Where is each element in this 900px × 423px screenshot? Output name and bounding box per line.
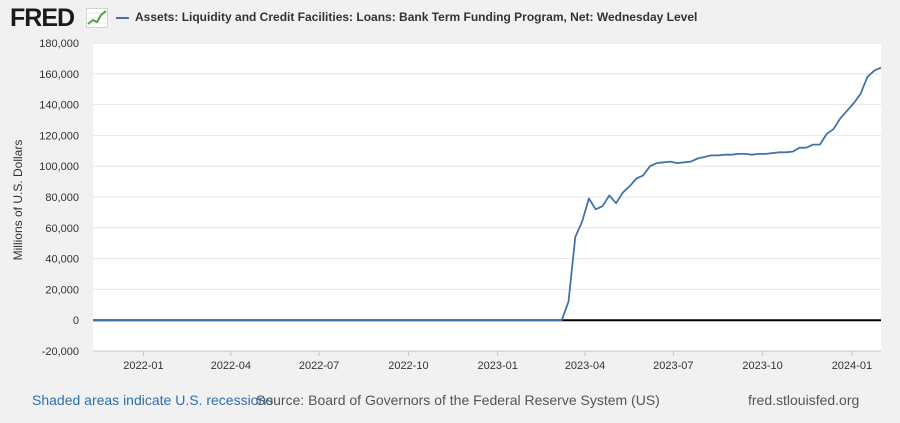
series-line [93,66,882,322]
y-tick-label: 100,000 [39,161,79,173]
x-tick-label: 2024-01 [832,360,872,372]
fred-logo[interactable]: FRED [10,4,75,32]
x-tick-label: 2022-04 [211,360,251,372]
x-tick-label: 2023-04 [565,360,605,372]
y-tick-label: 120,000 [39,130,79,142]
y-tick-label: -20,000 [42,346,79,358]
source-text: Source: Board of Governors of the Federa… [256,392,660,408]
site-url: fred.stlouisfed.org [748,392,860,408]
y-tick-label: 140,000 [39,100,79,112]
y-tick-label: 180,000 [39,38,79,50]
chart-header: FRED Assets: Liquidity and Credit Facili… [0,0,900,40]
recessions-note-link[interactable]: Shaded areas indicate U.S. recessions [32,392,274,408]
y-tick-label: 0 [73,315,79,327]
trend-line-icon [86,8,108,28]
x-tick-label: 2023-07 [653,360,693,372]
x-tick-label: 2022-10 [388,360,428,372]
x-tick-label: 2022-01 [123,360,163,372]
y-tick-label: 20,000 [45,284,79,296]
x-tick-label: 2022-07 [299,360,339,372]
x-tick-label: 2023-01 [477,360,517,372]
x-tick-label: 2023-10 [742,360,782,372]
y-tick-label: 60,000 [45,223,79,235]
y-tick-label: 160,000 [39,69,79,81]
y-tick-label: 80,000 [45,192,79,204]
y-tick-label: 40,000 [45,254,79,266]
series-title: Assets: Liquidity and Credit Facilities:… [135,10,698,24]
legend-swatch [116,17,129,19]
